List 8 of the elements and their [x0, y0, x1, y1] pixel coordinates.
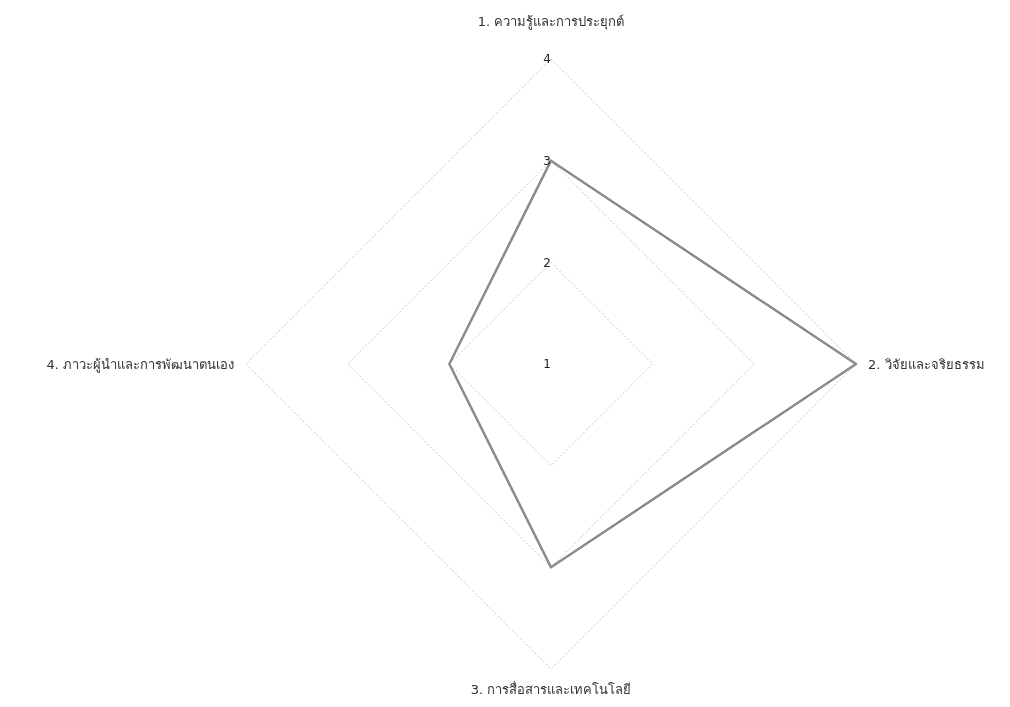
y-tick-label: 4 [543, 52, 551, 67]
y-tick-label: 2 [543, 255, 551, 270]
spoke-label: 4. ภาวะผู้นำและการพัฒนาตนเอง [46, 356, 234, 373]
spoke-label: 3. การสื่อสารและเทคโนโลยี [470, 680, 632, 697]
y-tick-label: 1 [543, 357, 551, 372]
spoke-label: 1. ความรู้และการประยุกต์ [477, 13, 625, 30]
y-tick-label: 3 [543, 153, 551, 168]
spoke-label: 2. วิจัยและจริยธรรม [868, 356, 985, 372]
